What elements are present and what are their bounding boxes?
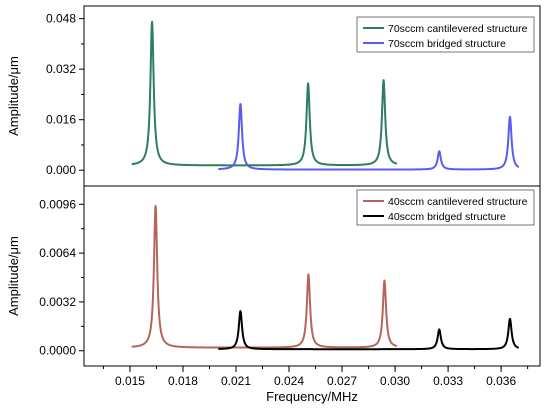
bottom-legend-label-1: 40sccm bridged structure (388, 211, 506, 223)
x-tick-label: 0.036 (486, 374, 516, 388)
top-series-lines (131, 20, 520, 171)
top-legend: 70sccm cantilevered structure 70sccm bri… (356, 16, 535, 53)
x-tick-label: 0.030 (380, 374, 410, 388)
bottom-panel-frame (83, 185, 541, 367)
x-axis-title: Frequency/MHz (266, 389, 358, 404)
top-legend-box (356, 16, 535, 53)
top-series-line-1 (217, 102, 520, 171)
bottom-legend-box (356, 189, 535, 226)
x-tick-label: 0.027 (327, 374, 357, 388)
top-series-line-0 (131, 20, 398, 167)
bottom-y-axis-title: Amplitude/μm (6, 236, 21, 316)
top-y-axis-title: Amplitude/μm (6, 56, 21, 136)
top-legend-label-1: 70sccm bridged structure (388, 38, 506, 50)
x-tick-label: 0.018 (168, 374, 198, 388)
x-tick-label: 0.021 (221, 374, 251, 388)
bottom-series-lines (131, 204, 520, 351)
x-tick-label: 0.015 (115, 374, 145, 388)
top-y-tick-label: 0.000 (46, 163, 76, 177)
bottom-legend: 40sccm cantilevered structure 40sccm bri… (356, 189, 535, 226)
bottom-series-line-1 (217, 310, 520, 351)
x-ticks: 0.015 0.018 0.021 0.024 0.027 0.030 0.033 0.036 (102, 366, 529, 388)
bottom-y-tick-label: 0.0000 (39, 344, 76, 358)
top-y-tick-label: 0.016 (46, 113, 76, 127)
top-y-tick-label: 0.048 (46, 12, 76, 26)
x-tick-label: 0.033 (433, 374, 463, 388)
top-legend-label-0: 70sccm cantilevered structure (388, 23, 528, 35)
bottom-y-ticks: 0.0000 0.0032 0.0064 0.0096 (39, 197, 84, 358)
bottom-series-line-0 (131, 204, 398, 349)
top-y-tick-label: 0.032 (46, 62, 76, 76)
bottom-y-tick-label: 0.0096 (39, 197, 76, 211)
bottom-legend-label-0: 40sccm cantilevered structure (388, 196, 528, 208)
top-y-ticks: 0.000 0.016 0.032 0.048 (46, 12, 84, 177)
bottom-y-tick-label: 0.0032 (39, 295, 76, 309)
bottom-y-tick-label: 0.0064 (39, 246, 76, 260)
x-tick-label: 0.024 (274, 374, 304, 388)
